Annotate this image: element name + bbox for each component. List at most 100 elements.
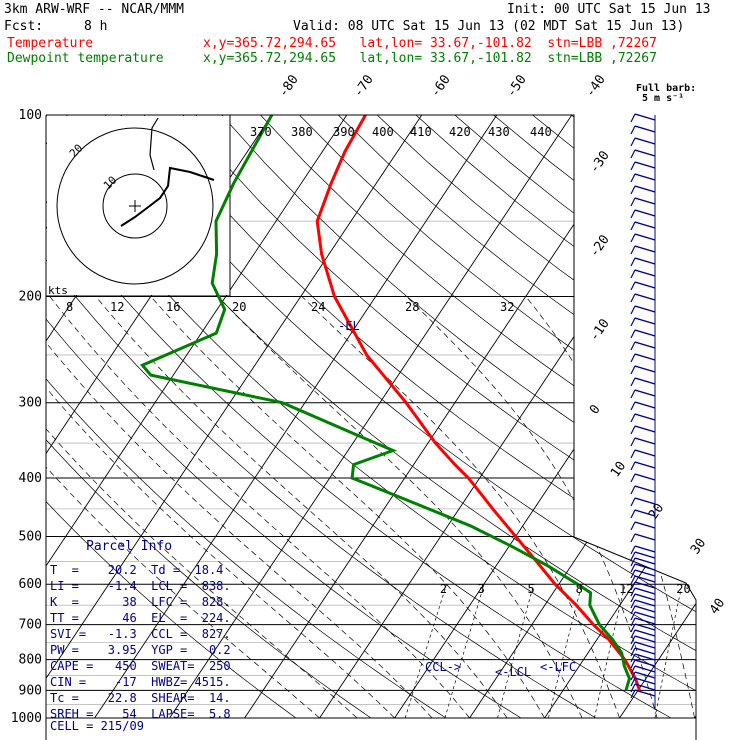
wind-barb (634, 689, 656, 697)
theta-label: 390 (333, 125, 355, 139)
dry-adiabat (260, 115, 696, 719)
hodo-speed-label: 32 (500, 300, 514, 314)
wind-barb (634, 365, 656, 373)
barb-legend-units: 5 m s⁻¹ (642, 93, 685, 104)
wind-barb (634, 353, 656, 361)
isotherm-label: -60 (428, 72, 454, 100)
wind-barb-flag (630, 365, 636, 375)
wind-barb-flag (630, 161, 636, 171)
wind-barb (634, 113, 656, 121)
wind-barb (634, 161, 656, 169)
wind-barb-flag (630, 605, 636, 615)
wind-barb (634, 581, 656, 589)
wind-barb-flag (630, 413, 636, 423)
dry-adiabat (66, 115, 696, 719)
wind-barb (634, 269, 656, 277)
wind-barb-flag (630, 563, 636, 573)
wind-barb (634, 569, 656, 577)
isotherm-label: 30 (688, 536, 709, 557)
wind-barb (634, 611, 656, 619)
dry-adiabat (46, 115, 447, 719)
wind-barb-flag (630, 245, 636, 255)
wind-barb-flag (630, 677, 636, 687)
wind-barb-flag (630, 269, 636, 279)
wind-barb (634, 671, 656, 679)
isotherm (544, 115, 696, 719)
wind-barb-flag (630, 611, 636, 621)
dry-adiabat (104, 115, 696, 719)
dry-adiabat (376, 115, 696, 719)
wind-barb-flag (630, 221, 636, 231)
wind-barb (634, 401, 656, 409)
hodo-speed-label: 8 (66, 300, 73, 314)
dry-adiabat (221, 115, 696, 719)
parcel-info-panel: Parcel Info T = 20.2 Td = 18.4 LI = -1.4… (48, 537, 238, 733)
wind-barb (634, 497, 656, 505)
wind-barb (634, 461, 656, 469)
pressure-label: 400 (19, 471, 42, 486)
theta-label: 370 (250, 125, 272, 139)
moist-adiabat (721, 297, 740, 719)
wind-barb-flag (630, 329, 636, 339)
hodo-speed-label: 20 (232, 300, 246, 314)
wind-barb-flag (630, 635, 636, 645)
wind-barb (634, 587, 656, 595)
dewpoint-line (139, 115, 631, 691)
mixing-ratio-label: 20 (676, 582, 690, 596)
mixing-ratio-label: 5 (527, 582, 534, 596)
wind-barb-flag (630, 341, 636, 351)
parcel-row: K = 38 LFC = 828. (50, 595, 231, 609)
temperature-legend: Temperature (7, 36, 94, 51)
wind-barb (634, 149, 656, 157)
moist-adiabat (46, 296, 395, 719)
isotherm (244, 115, 648, 719)
wind-barb (634, 317, 656, 325)
valid-time: Valid: 08 UTC Sat 15 Jun 13 (02 MDT Sat … (293, 19, 685, 34)
wind-barb-flag (630, 689, 636, 699)
wind-barb (634, 197, 656, 205)
isotherm (619, 115, 696, 719)
isotherm-label: -10 (587, 316, 613, 344)
mixing-ratio-line (444, 584, 485, 719)
wind-barb (634, 293, 656, 301)
wind-barb (634, 305, 656, 313)
dewpoint-location: x,y=365.72,294.65 lat,lon= 33.67,-101.82… (203, 51, 657, 66)
hodograph-ring (102, 173, 168, 239)
wind-barb-flag (630, 401, 636, 411)
dry-adiabat (609, 115, 696, 719)
dry-adiabat (648, 115, 696, 719)
moist-adiabat (46, 296, 358, 719)
pressure-label: 500 (19, 529, 42, 544)
wind-barb-flag (630, 149, 636, 159)
isotherm (169, 115, 573, 719)
dry-adiabat (46, 115, 297, 719)
wind-barb-flag (630, 281, 636, 291)
dry-adiabat (46, 115, 672, 719)
wind-barb (634, 209, 656, 217)
mixing-ratio-line (594, 584, 626, 719)
isotherm-label: -80 (276, 72, 302, 100)
moist-adiabat (301, 296, 620, 719)
isotherm-label: -40 (583, 72, 609, 100)
forecast-label: Fcst: (4, 19, 44, 34)
moist-adiabat (406, 296, 658, 719)
hodograph-units: kts (48, 284, 68, 297)
wind-barb (634, 623, 656, 631)
wind-barb-flag (630, 437, 636, 447)
isotherm-label: -30 (587, 148, 613, 176)
wind-barb-flag (630, 521, 636, 531)
moist-adiabat (46, 296, 433, 719)
forecast-hour: 8 h (84, 19, 108, 34)
parcel-row: LI = -1.4 LCL = 838. (50, 579, 231, 593)
wind-barb-flag (630, 485, 636, 495)
isotherm-label: -70 (351, 72, 377, 100)
wind-barb-flag (630, 137, 636, 147)
wind-barb (634, 425, 656, 433)
parcel-row: SREH = 54 LAPSE= 5.8 (50, 707, 231, 721)
hodograph-trace (120, 166, 215, 227)
pressure-label: 900 (19, 683, 42, 698)
wind-barb-flag (630, 377, 636, 387)
wind-barb-flag (630, 461, 636, 471)
